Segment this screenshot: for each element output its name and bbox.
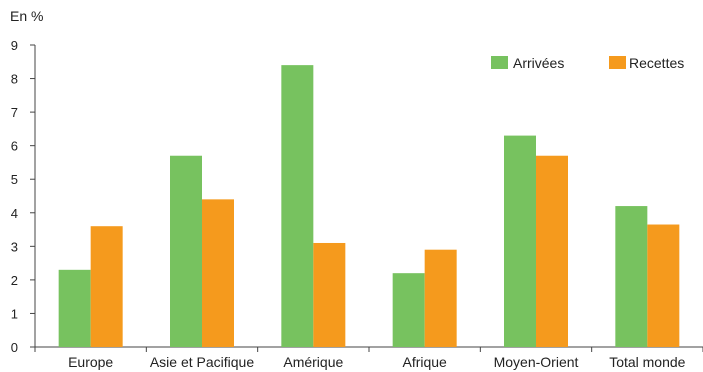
y-axis: 0 1 2 3 4 5 6 7 8 9 xyxy=(11,38,36,355)
bar-recettes xyxy=(536,155,568,347)
bar-recettes xyxy=(202,199,234,347)
x-axis: Europe Asie et Pacifique Amérique Afrique Mo… xyxy=(34,346,703,370)
y-tick-label: 7 xyxy=(11,105,18,120)
y-tick-label: 6 xyxy=(11,139,18,154)
y-tick-label: 2 xyxy=(11,273,18,288)
x-category-label: Moyen-Orient xyxy=(494,354,579,370)
y-tick-label: 9 xyxy=(11,38,18,53)
bar-recettes xyxy=(647,224,680,347)
bar-recettes xyxy=(424,249,457,347)
x-category-label: Total monde xyxy=(609,354,685,370)
bar-arrivees xyxy=(281,65,314,347)
legend: Arrivées Recettes xyxy=(491,55,684,71)
bar-series-group xyxy=(58,65,680,347)
y-tick-label: 5 xyxy=(11,172,18,187)
legend-label: Recettes xyxy=(629,55,684,71)
legend-swatch xyxy=(491,56,508,69)
y-tick-label: 8 xyxy=(11,72,18,87)
bar-arrivees xyxy=(504,135,536,347)
bar-arrivees xyxy=(58,269,91,347)
x-category-label: Amérique xyxy=(283,354,343,370)
bar-arrivees xyxy=(615,206,648,347)
bar-arrivees xyxy=(170,155,202,347)
x-category-label: Afrique xyxy=(402,354,447,370)
y-tick-label: 4 xyxy=(11,206,18,221)
legend-swatch xyxy=(609,56,626,69)
x-category-label: Asie et Pacifique xyxy=(150,354,254,370)
y-tick-label: 1 xyxy=(11,306,18,321)
legend-label: Arrivées xyxy=(513,55,564,71)
bar-recettes xyxy=(313,242,346,347)
y-axis-unit-label: En % xyxy=(10,8,43,24)
y-tick-label: 0 xyxy=(11,340,18,355)
bar-recettes xyxy=(90,226,123,347)
y-tick-label: 3 xyxy=(11,239,18,254)
bar-arrivees xyxy=(392,273,425,347)
x-category-label: Europe xyxy=(68,354,113,370)
